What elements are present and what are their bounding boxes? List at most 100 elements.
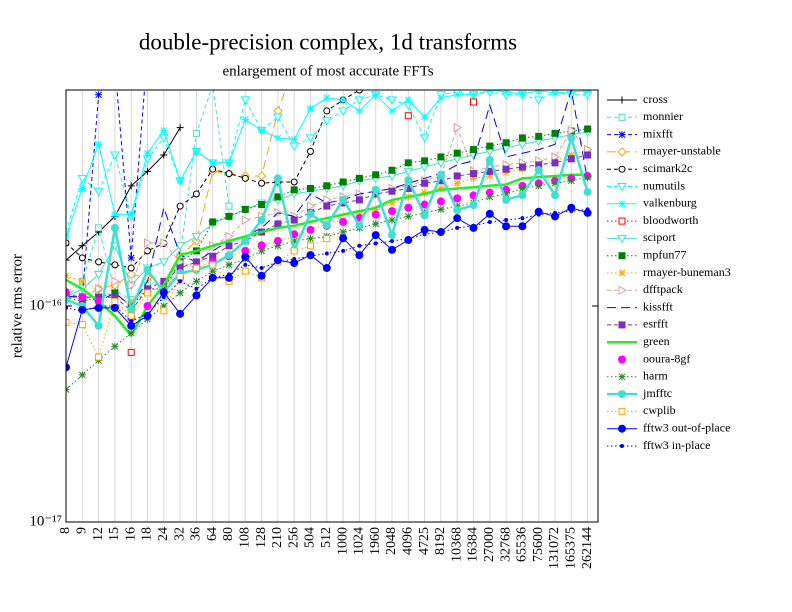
x-tick-label: 131072 — [547, 527, 562, 569]
data-point — [470, 170, 477, 178]
data-point — [551, 212, 559, 221]
legend-label: valkenburg — [643, 196, 697, 210]
data-point — [178, 279, 183, 284]
data-point — [307, 105, 314, 113]
series — [127, 98, 477, 356]
data-point — [307, 147, 314, 155]
x-tick-label: 64 — [205, 527, 220, 541]
data-point — [355, 196, 363, 204]
data-point — [453, 122, 463, 133]
legend-marker — [617, 234, 627, 244]
data-point — [453, 206, 462, 215]
data-point — [111, 297, 119, 305]
data-point — [66, 318, 70, 326]
data-point — [339, 96, 347, 104]
legend-label: bloodworth — [643, 213, 698, 227]
data-point — [453, 194, 462, 203]
data-point — [323, 195, 332, 205]
data-point — [176, 289, 184, 297]
data-point — [160, 126, 168, 134]
data-point — [535, 132, 543, 140]
data-point — [95, 91, 103, 99]
data-point — [127, 305, 136, 314]
legend-label: mixfft — [643, 126, 673, 140]
data-point — [567, 125, 577, 136]
x-tick-label: 24 — [156, 527, 171, 541]
data-point — [470, 98, 477, 106]
data-point — [127, 297, 135, 305]
data-point — [551, 191, 559, 200]
data-point — [194, 286, 199, 291]
data-point — [66, 363, 70, 372]
data-point — [225, 212, 233, 220]
data-point — [322, 263, 331, 272]
legend-marker — [617, 147, 627, 157]
data-point — [421, 189, 429, 197]
data-point — [486, 172, 494, 180]
data-point — [129, 319, 134, 324]
data-point — [355, 251, 364, 260]
data-point — [535, 182, 543, 190]
y-axis-label: relative rms error — [9, 254, 25, 358]
data-point — [241, 267, 249, 275]
data-point — [421, 157, 429, 165]
data-point — [567, 155, 575, 163]
data-point — [404, 203, 413, 212]
data-point — [192, 129, 200, 137]
legend-label: jmfftc — [642, 386, 672, 400]
data-point — [533, 96, 544, 105]
data-point — [257, 241, 266, 250]
x-tick-label: 1960 — [368, 527, 383, 555]
data-point — [338, 107, 348, 116]
x-tick-label: 32768 — [498, 527, 513, 562]
data-point — [453, 179, 461, 187]
data-point — [453, 149, 461, 157]
chart-title: double-precision complex, 1d transforms — [139, 29, 517, 54]
data-point — [241, 215, 251, 225]
x-tick-label: 262144 — [580, 527, 595, 569]
data-point — [388, 199, 396, 207]
data-point — [94, 297, 103, 306]
data-point — [78, 293, 87, 302]
data-point — [371, 185, 380, 194]
x-tick-label: 10368 — [449, 527, 464, 562]
legend-marker — [618, 321, 626, 329]
data-point — [176, 309, 185, 318]
data-point — [324, 251, 329, 256]
data-point — [241, 246, 250, 255]
data-point — [321, 117, 332, 126]
data-point — [290, 135, 298, 143]
data-point — [274, 220, 282, 228]
data-point — [160, 151, 168, 159]
data-point — [256, 171, 267, 181]
data-point — [176, 202, 184, 210]
data-point — [225, 170, 233, 178]
x-tick-label: 2048 — [384, 527, 399, 555]
legend-marker — [618, 96, 626, 104]
data-point — [93, 270, 104, 280]
legend-marker — [618, 217, 626, 225]
data-point — [66, 288, 70, 297]
x-tick-label: 128 — [254, 527, 269, 548]
data-point — [357, 243, 362, 248]
data-point — [143, 302, 152, 310]
x-tick-label: 65536 — [515, 527, 530, 562]
data-point — [470, 91, 477, 99]
data-point — [290, 216, 298, 224]
data-point — [371, 231, 380, 240]
data-point — [66, 256, 70, 264]
data-point — [143, 311, 152, 320]
data-point — [339, 234, 348, 243]
data-point — [78, 371, 86, 379]
data-point — [502, 165, 510, 173]
legend-label: fftw3 out-of-place — [643, 420, 730, 434]
data-point — [158, 258, 169, 267]
legend-label: rmayer-unstable — [643, 144, 721, 158]
data-point — [323, 182, 331, 190]
data-point — [535, 90, 543, 95]
data-point — [420, 225, 429, 234]
data-point — [209, 218, 217, 226]
x-tick-label: 4725 — [417, 527, 432, 555]
data-point — [209, 159, 217, 167]
data-point — [111, 261, 119, 269]
